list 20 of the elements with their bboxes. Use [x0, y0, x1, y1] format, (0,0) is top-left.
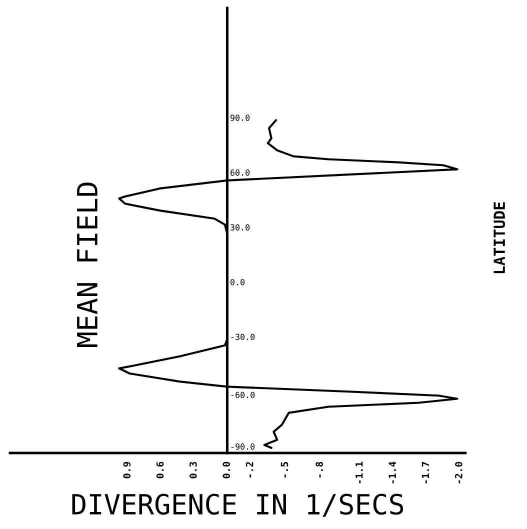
y-axis-title: LATITUDE — [494, 202, 506, 274]
y-tick-label: 0.0 — [230, 279, 245, 286]
x-tick-label: -2.0 — [455, 462, 462, 484]
text: MEAN FIELD — [77, 182, 98, 347]
x-tick-label: -1.7 — [422, 462, 429, 484]
x-tick-label: -.2 — [246, 462, 254, 478]
y-tick-label: -90.0 — [231, 443, 255, 450]
y-tick-label: 90.0 — [230, 114, 250, 121]
x-tick-label: 0.6 — [156, 462, 164, 478]
x-tick-label: -.5 — [280, 462, 288, 478]
x-tick-label: -1.4 — [388, 462, 396, 484]
x-tick-label: 0.9 — [123, 462, 131, 478]
x-tick-label: -.8 — [316, 462, 323, 478]
x-tick-label: 0.3 — [189, 462, 197, 478]
y-tick-label: 60.0 — [230, 169, 250, 176]
x-axis-title: DIVERGENCE IN 1/SECS — [72, 494, 404, 517]
y-tick-label: 30.0 — [230, 224, 250, 231]
y-tick-label: -60.0 — [231, 392, 255, 398]
x-tick-label: -1.1 — [356, 462, 363, 484]
y-tick-label: -30.0 — [231, 334, 255, 340]
